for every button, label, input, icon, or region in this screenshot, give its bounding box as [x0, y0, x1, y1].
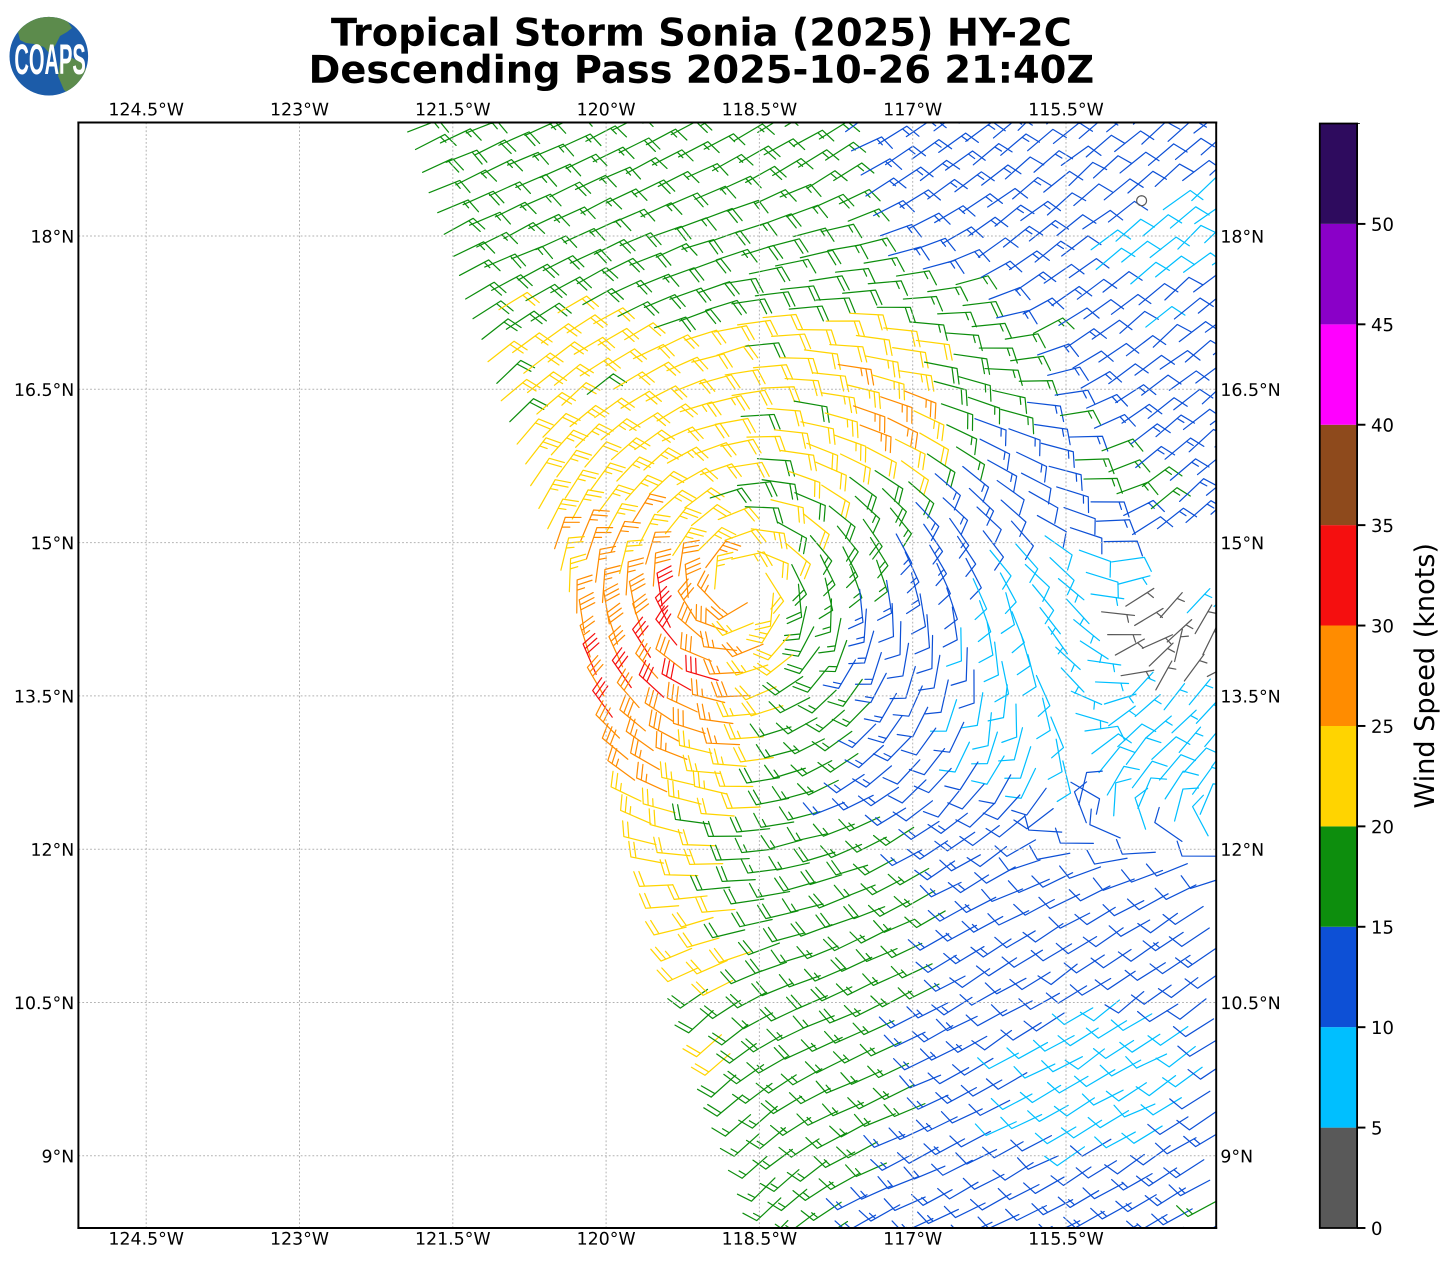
svg-text:COAPS: COAPS	[14, 37, 85, 84]
